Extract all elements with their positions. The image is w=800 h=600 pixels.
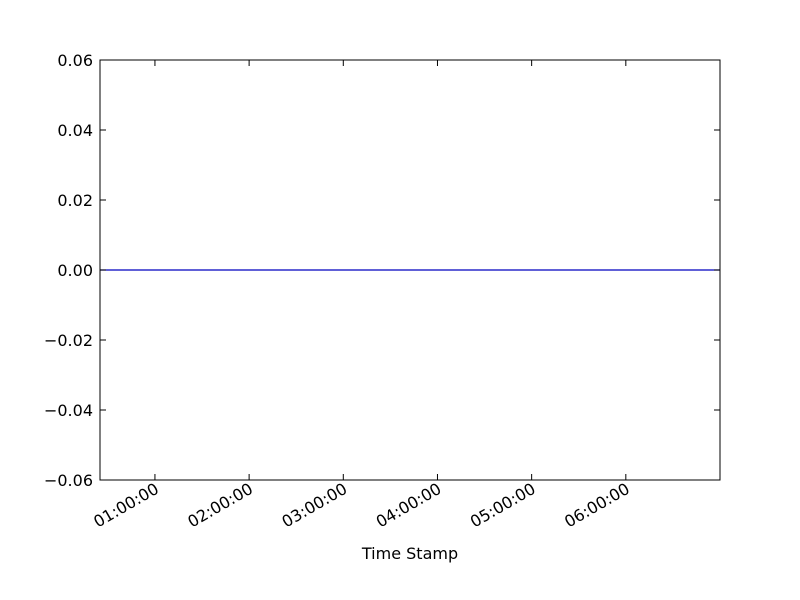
y-tick-label: −0.04: [44, 401, 93, 420]
x-tick-label: 03:00:00: [279, 479, 351, 531]
x-tick-label: 06:00:00: [561, 479, 633, 531]
x-tick-label: 05:00:00: [467, 479, 539, 531]
x-tick-label: 01:00:00: [90, 479, 162, 531]
y-tick-label: 0.02: [57, 191, 93, 210]
y-tick-label: 0.04: [57, 121, 93, 140]
y-tick-label: 0.00: [57, 261, 93, 280]
y-tick-label: −0.06: [44, 471, 93, 490]
y-axis-ticks: 0.06 0.04 0.02 0.00 −0.02 −0.04 −0.06: [44, 51, 720, 490]
plot-frame: [99, 59, 721, 481]
x-tick-label: 02:00:00: [184, 479, 256, 531]
y-tick-label: 0.06: [57, 51, 93, 70]
x-tick-label: 04:00:00: [373, 479, 445, 531]
y-tick-label: −0.02: [44, 331, 93, 350]
x-axis-title: Time Stamp: [361, 544, 458, 563]
